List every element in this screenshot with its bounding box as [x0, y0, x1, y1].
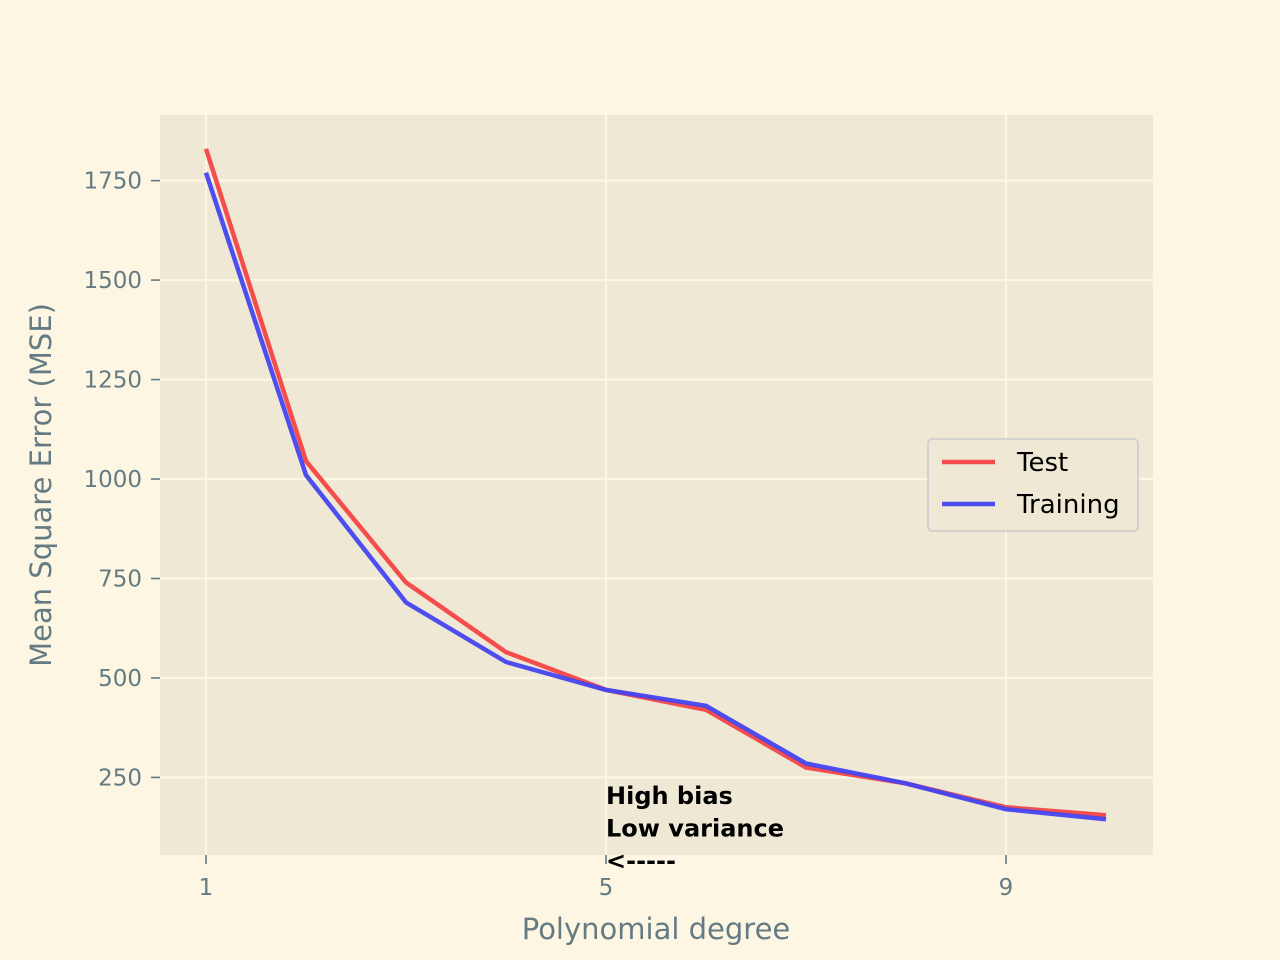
y-tick-label: 1750 — [83, 169, 142, 195]
x-tick-label: 9 — [999, 875, 1014, 901]
legend-label: Training — [1016, 490, 1120, 520]
y-tick-label: 1000 — [83, 467, 142, 493]
y-tick-label: 250 — [98, 765, 142, 791]
series-lines — [203, 148, 1107, 822]
y-tick-label: 500 — [98, 666, 142, 692]
annotation-line: Low variance — [606, 815, 784, 843]
x-tick-label: 1 — [199, 875, 214, 901]
y-axis-label: Mean Square Error (MSE) — [24, 303, 58, 667]
legend: Test Training — [927, 438, 1139, 532]
annotation-line: <----- — [606, 847, 676, 875]
y-tick-label: 1500 — [83, 268, 142, 294]
annotation: High bias Low variance <----- — [606, 782, 784, 875]
axis-ticks: 250 500 750 1000 1250 1500 1750 1 5 9 — [83, 169, 1013, 901]
legend-label: Test — [1016, 448, 1068, 478]
x-axis-label: Polynomial degree — [522, 912, 791, 946]
annotation-line: High bias — [606, 782, 733, 810]
y-tick-label: 1250 — [83, 368, 142, 394]
x-tick-label: 5 — [599, 875, 614, 901]
series-line-training — [203, 171, 1107, 822]
y-tick-label: 750 — [98, 566, 142, 592]
